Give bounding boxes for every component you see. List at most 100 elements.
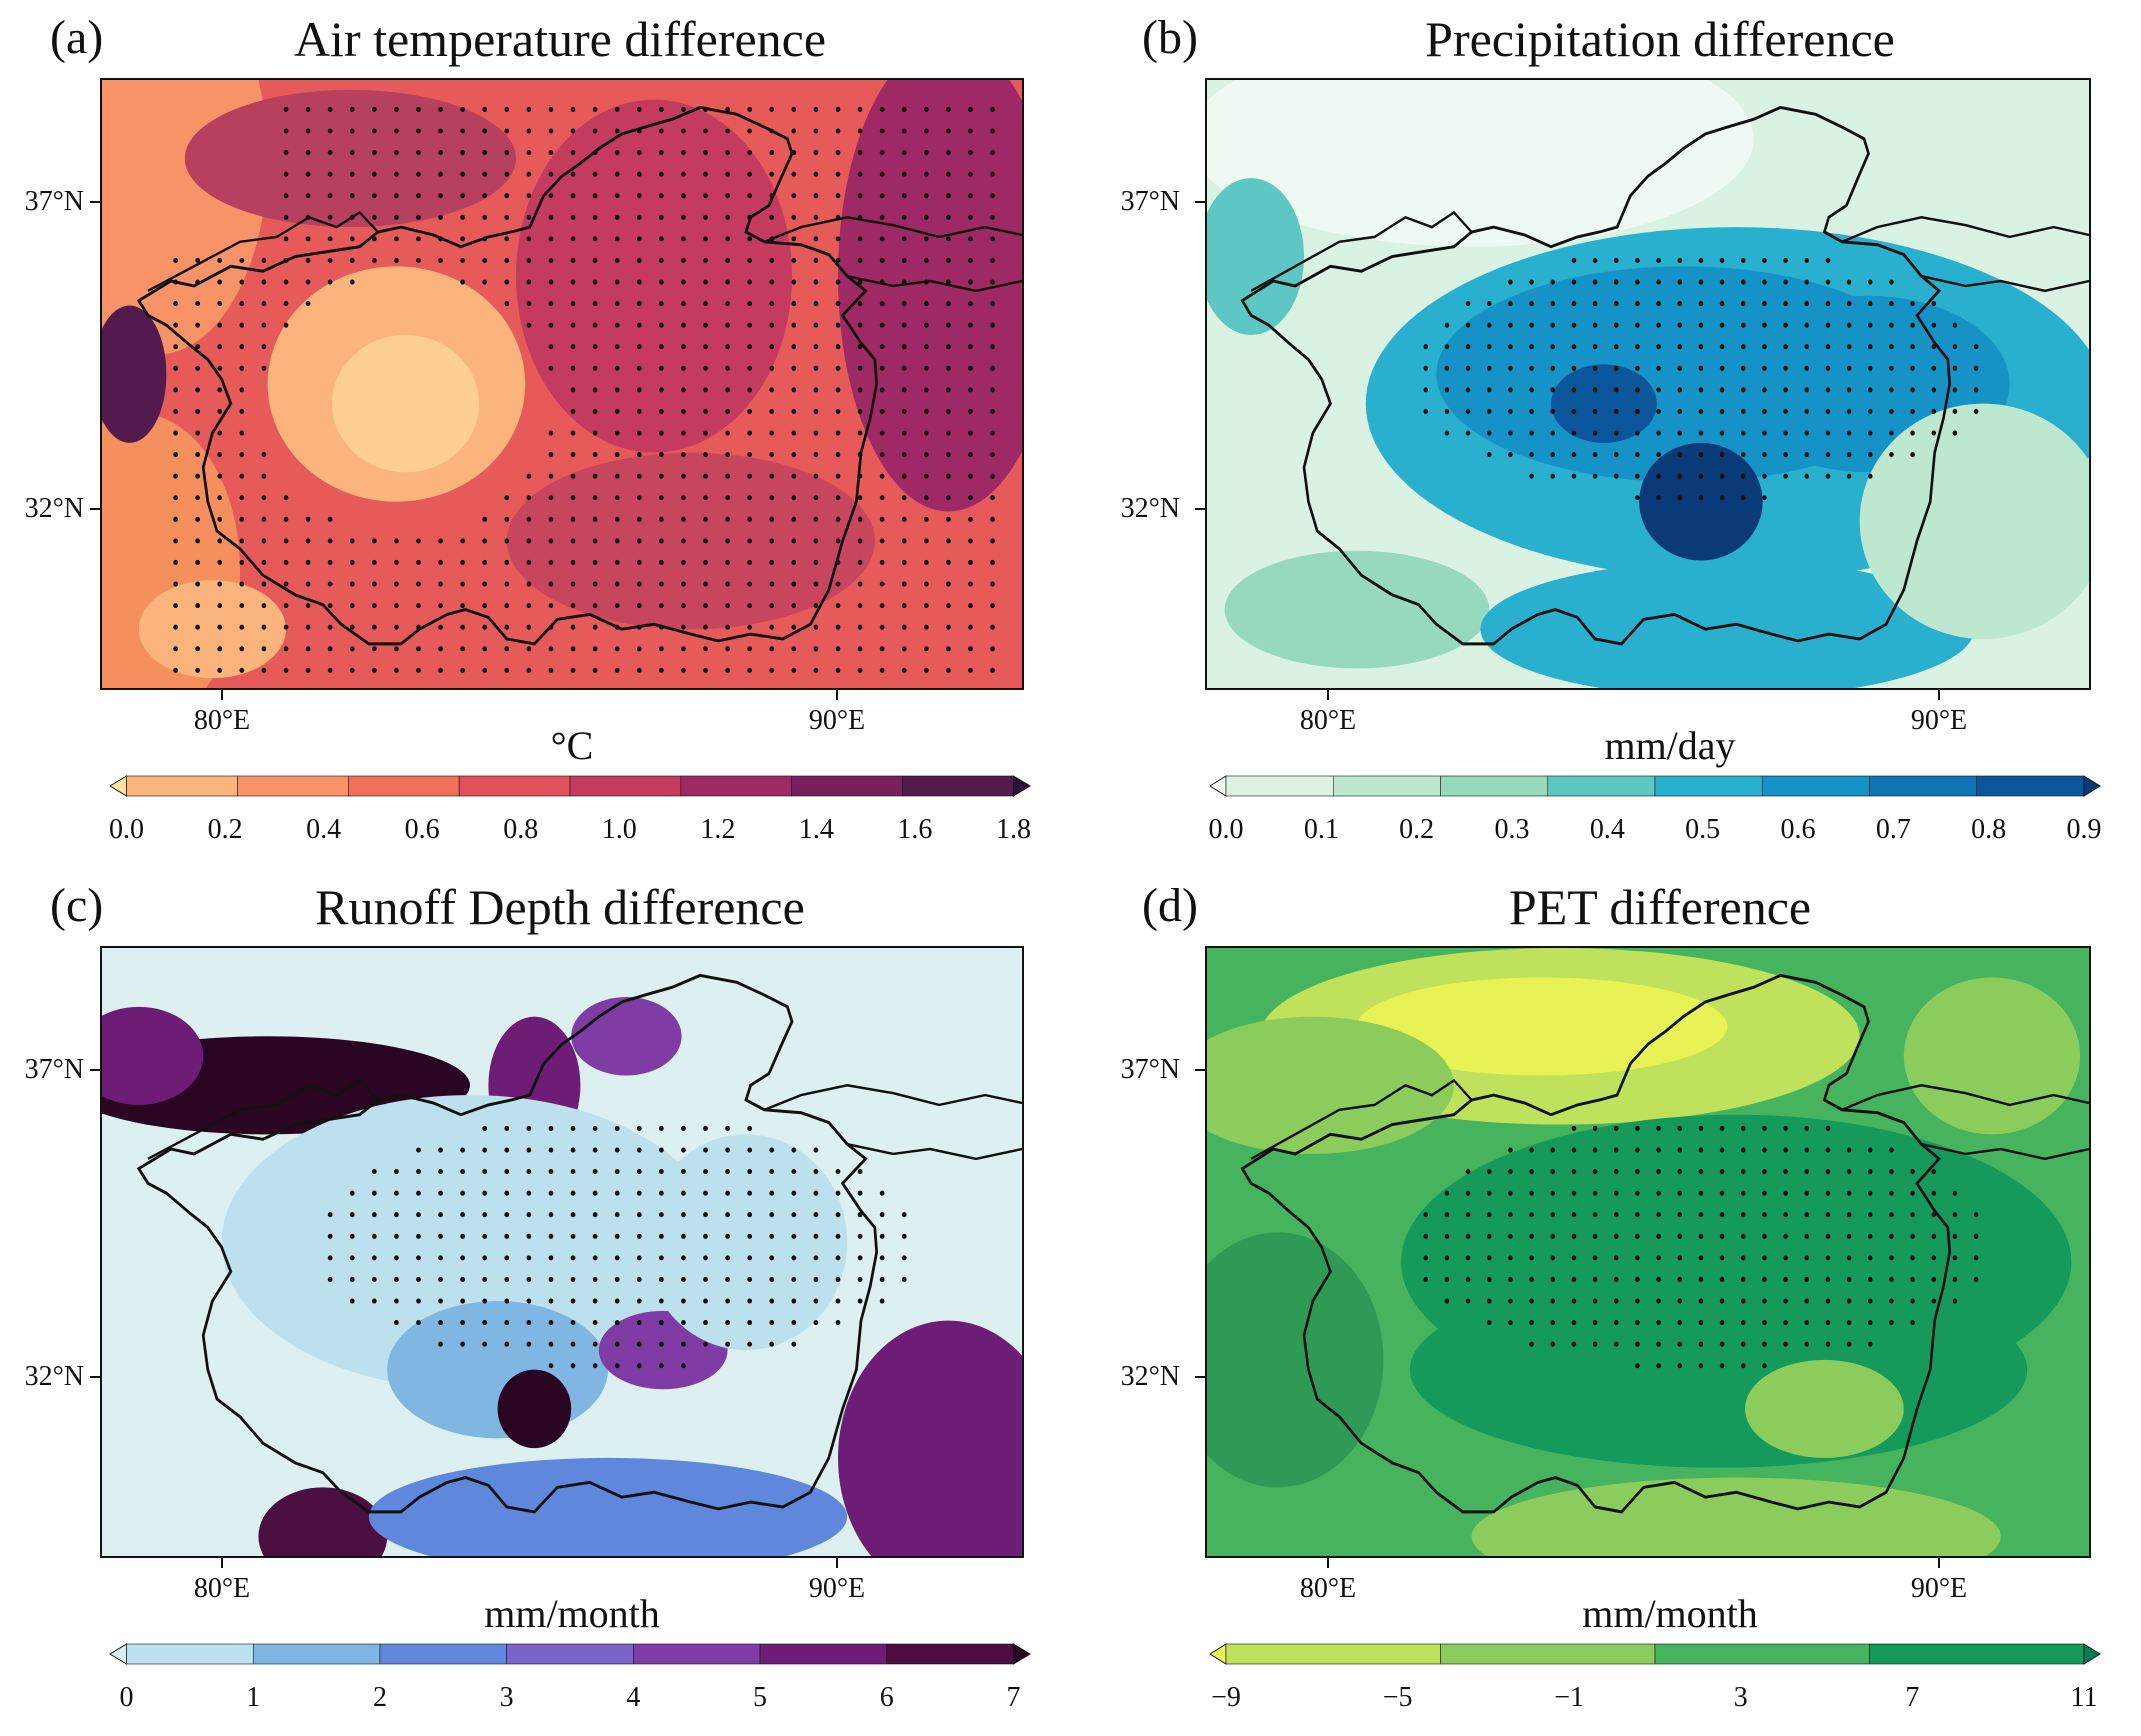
stipple-dot: [217, 257, 223, 263]
stipple-dot: [394, 1212, 399, 1218]
x-label-90e: 90°E: [808, 1573, 866, 1604]
border-line: [1250, 210, 1473, 292]
stipple-dot: [349, 646, 355, 652]
stipple-dot: [526, 667, 532, 673]
stipple-dot: [769, 106, 775, 112]
stipple-dot: [504, 214, 510, 220]
stipple-dot: [1740, 387, 1746, 393]
stipple-dot: [261, 365, 267, 371]
stipple-dot: [813, 559, 819, 566]
stipple-dot: [1465, 344, 1471, 350]
stipple-dot: [791, 646, 797, 652]
stipple-dot: [1529, 1212, 1534, 1218]
stipple-dot: [658, 257, 664, 263]
stipple-dot: [1931, 1212, 1937, 1218]
stipple-dot: [504, 171, 510, 177]
stipple-dot: [658, 1298, 664, 1304]
stipple-dot: [1423, 1276, 1429, 1283]
stipple-dot: [460, 236, 466, 242]
stipple-dot: [725, 1341, 730, 1347]
stipple-dot: [636, 559, 642, 566]
stipple-dot: [968, 193, 973, 199]
map-fill-region: [1639, 442, 1763, 561]
stipple-dot: [1825, 387, 1831, 393]
stipple-dot: [879, 495, 885, 501]
stipple-dot: [1635, 408, 1640, 415]
stipple-dot: [703, 171, 708, 177]
stipple-dot: [901, 408, 907, 415]
map-fill-region: [1207, 1016, 1454, 1154]
stipple-dot: [548, 279, 554, 285]
stipple-dot: [261, 279, 267, 285]
stipple-dot: [460, 257, 466, 263]
stipple-dot: [681, 603, 686, 609]
stipple-dot: [703, 1341, 708, 1347]
stipple-dot: [681, 1341, 686, 1347]
stipple-dot: [1825, 1147, 1831, 1153]
stipple-dot: [747, 1190, 753, 1196]
stipple-dot: [1740, 1125, 1746, 1131]
stipple-dot: [1635, 1341, 1640, 1347]
stipple-dot: [813, 387, 819, 393]
colorbar-segment: [886, 1643, 1014, 1665]
stipple-dot: [1931, 344, 1937, 350]
panel-title: Air temperature difference: [293, 11, 827, 67]
map-fill-region: [506, 452, 875, 630]
stipple-dot: [835, 452, 841, 458]
stipple-dot: [1740, 495, 1746, 501]
colorbar: [1209, 775, 2101, 797]
stipple-dot: [747, 193, 753, 199]
stipple-dot: [1465, 365, 1471, 371]
stipple-dot: [548, 236, 554, 242]
stipple-dot: [1550, 408, 1556, 415]
stipple-dot: [857, 581, 863, 587]
stipple-dot: [371, 646, 377, 652]
stipple-dot: [968, 257, 973, 263]
stipple-dot: [681, 1190, 686, 1196]
stipple-dot: [548, 603, 554, 609]
stipple-dot: [658, 365, 664, 371]
stipple-dot: [305, 128, 311, 134]
stipple-dot: [1677, 344, 1683, 350]
stipple-dot: [1804, 1320, 1810, 1326]
stipple-dot: [835, 365, 841, 371]
stipple-dot: [614, 128, 620, 134]
stipple-dot: [394, 603, 399, 609]
map-fill-region: [1356, 977, 1728, 1076]
stipple-dot: [1613, 1233, 1619, 1239]
stipple-dot: [857, 322, 863, 328]
stipple-dot: [879, 538, 885, 544]
stipple-dot: [570, 193, 576, 199]
stipple-dot: [968, 236, 973, 242]
stipple-dot: [327, 279, 333, 285]
stipple-dot: [747, 452, 753, 458]
stipple-dot: [857, 387, 863, 393]
stipple-dot: [592, 257, 598, 263]
stipple-dot: [1910, 408, 1915, 415]
stipple-dot: [968, 559, 973, 566]
stipple-dot: [636, 387, 642, 393]
stipple-dot: [1825, 1276, 1831, 1283]
stipple-dot: [327, 1276, 333, 1283]
stipple-dot: [1740, 1190, 1746, 1196]
stipple-dot: [769, 387, 775, 393]
stipple-dot: [1783, 1169, 1788, 1175]
stipple-dot: [482, 538, 488, 544]
stipple-dot: [371, 1298, 377, 1304]
border-line: [846, 1142, 1022, 1161]
stipple-dot: [217, 581, 223, 587]
stipple-dot: [1910, 301, 1915, 307]
stipple-dot: [570, 322, 576, 328]
stipple-dot: [504, 495, 510, 501]
stipple-dot: [747, 408, 753, 415]
stipple-dot: [327, 603, 333, 609]
stipple-dot: [1846, 1276, 1852, 1283]
colorbar-segment: [680, 775, 792, 797]
stipple-dot: [1804, 1233, 1810, 1239]
stipple-dot: [327, 171, 333, 177]
stipple-dot: [548, 667, 554, 673]
stipple-dot: [747, 538, 753, 544]
stipple-dot: [1656, 1276, 1661, 1283]
stipple-dot: [813, 193, 819, 199]
stipple-dot: [570, 1276, 576, 1283]
